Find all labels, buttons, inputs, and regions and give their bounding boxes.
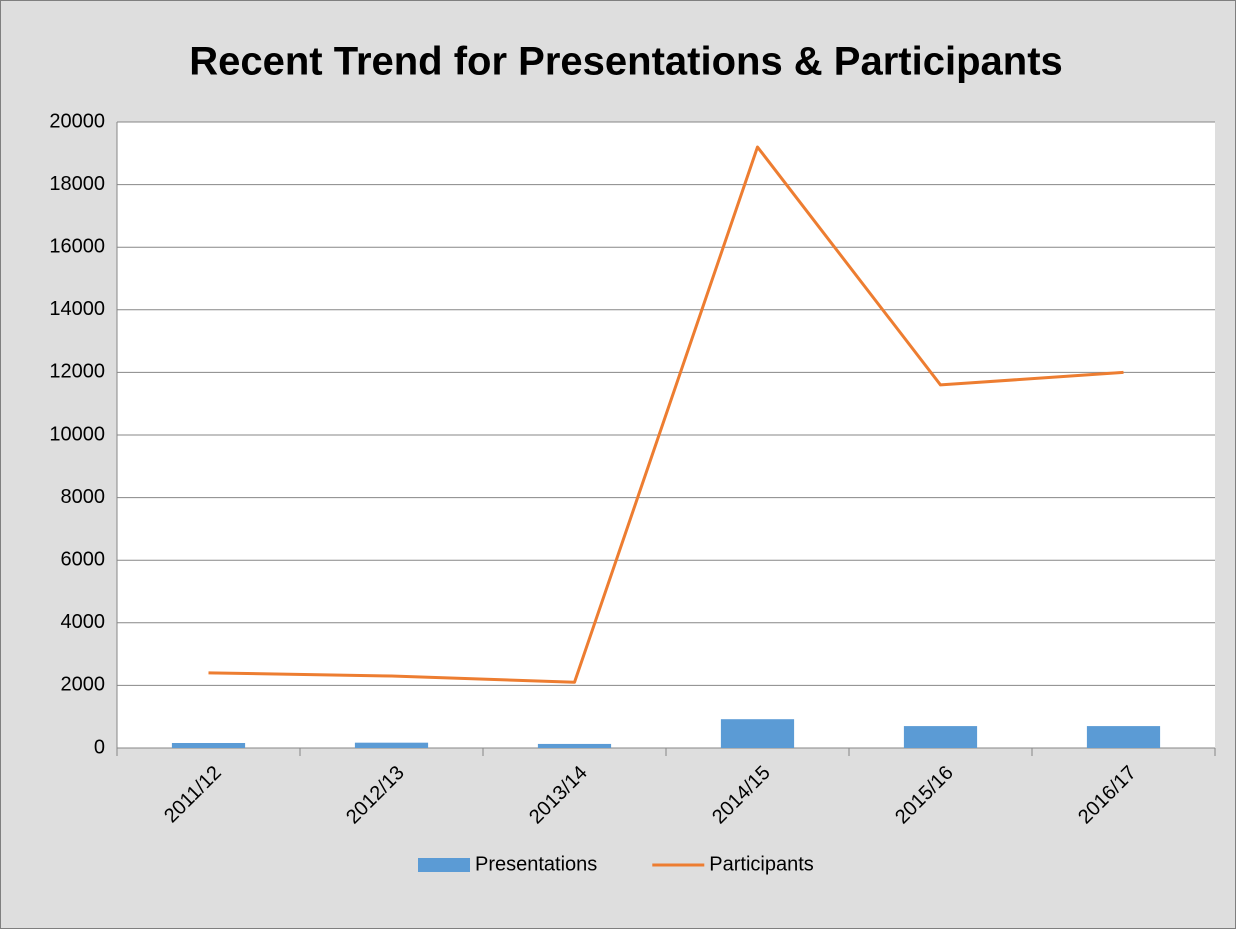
legend-label: Participants: [709, 853, 814, 875]
y-tick-label: 0: [94, 736, 105, 758]
y-tick-label: 2000: [61, 674, 106, 696]
chart-title: Recent Trend for Presentations & Partici…: [189, 40, 1063, 84]
y-tick-label: 14000: [49, 298, 105, 320]
bar: [354, 742, 429, 748]
bar: [1086, 726, 1161, 748]
bar: [720, 719, 795, 748]
y-tick-label: 6000: [61, 548, 106, 570]
y-tick-label: 12000: [49, 361, 105, 383]
y-tick-label: 4000: [61, 611, 106, 633]
legend-label: Presentations: [475, 853, 597, 875]
y-tick-label: 10000: [49, 423, 105, 445]
y-tick-label: 20000: [49, 110, 105, 132]
bar: [903, 726, 978, 748]
y-tick-label: 18000: [49, 173, 105, 195]
y-tick-label: 8000: [61, 486, 106, 508]
y-tick-label: 16000: [49, 235, 105, 257]
bar: [171, 742, 246, 748]
legend-swatch: [418, 858, 470, 872]
line: [208, 145, 1124, 684]
bar: [537, 743, 612, 748]
